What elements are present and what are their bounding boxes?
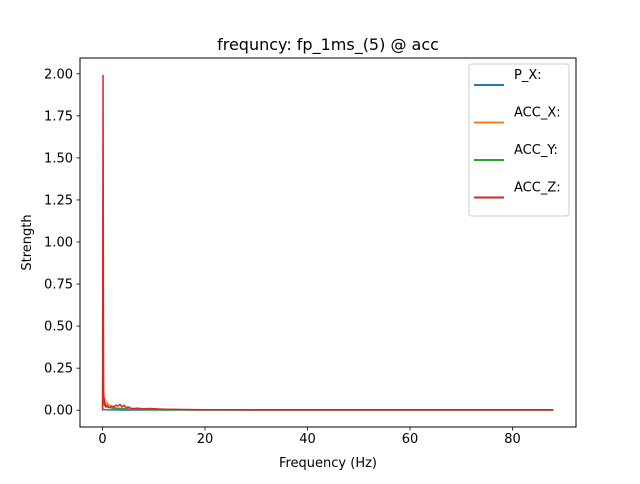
plot-area: 0 20 40 60 80 0.00 0.25 0.50 0.75 1.00 1.25 1.50 1.…: [44, 57, 577, 447]
legend: P_X: ACC_X: ACC_Y: ACC_Z:: [468, 63, 570, 217]
y-tick-label: 1.75: [44, 109, 73, 124]
chart-title: frequncy: fp_1ms_(5) @ acc: [217, 35, 439, 55]
legend-label: P_X:: [514, 68, 542, 83]
legend-items: P_X: ACC_X: ACC_Y: ACC_Z:: [474, 68, 561, 199]
x-axis-ticks: 0 20 40 60 80: [98, 427, 521, 447]
legend-label: ACC_Z:: [514, 181, 561, 196]
x-axis-label: Frequency (Hz): [279, 456, 377, 471]
y-tick-label: 0.25: [44, 362, 73, 377]
x-tick-label: 20: [197, 432, 214, 447]
series-line-3: [101, 74, 554, 411]
y-tick-label: 1.00: [44, 235, 73, 250]
y-tick-label: 0.75: [44, 278, 73, 293]
y-tick-label: 0.00: [44, 404, 73, 419]
legend-label: ACC_Y:: [514, 143, 558, 158]
y-axis-label: Strength: [20, 214, 35, 270]
y-tick-label: 1.25: [44, 193, 73, 208]
x-tick-label: 0: [98, 432, 106, 447]
legend-frame: [468, 63, 570, 217]
legend-label: ACC_X:: [514, 106, 561, 121]
x-tick-label: 40: [299, 432, 316, 447]
y-tick-label: 1.50: [44, 151, 73, 166]
y-axis-ticks: 0.00 0.25 0.50 0.75 1.00 1.25 1.50 1.75 2.00: [44, 67, 80, 419]
y-tick-label: 0.50: [44, 320, 73, 335]
axes-frame: [79, 57, 577, 428]
series-layer: [101, 74, 554, 411]
y-tick-label: 2.00: [44, 67, 73, 82]
x-tick-label: 60: [402, 432, 419, 447]
x-tick-label: 80: [504, 432, 521, 447]
